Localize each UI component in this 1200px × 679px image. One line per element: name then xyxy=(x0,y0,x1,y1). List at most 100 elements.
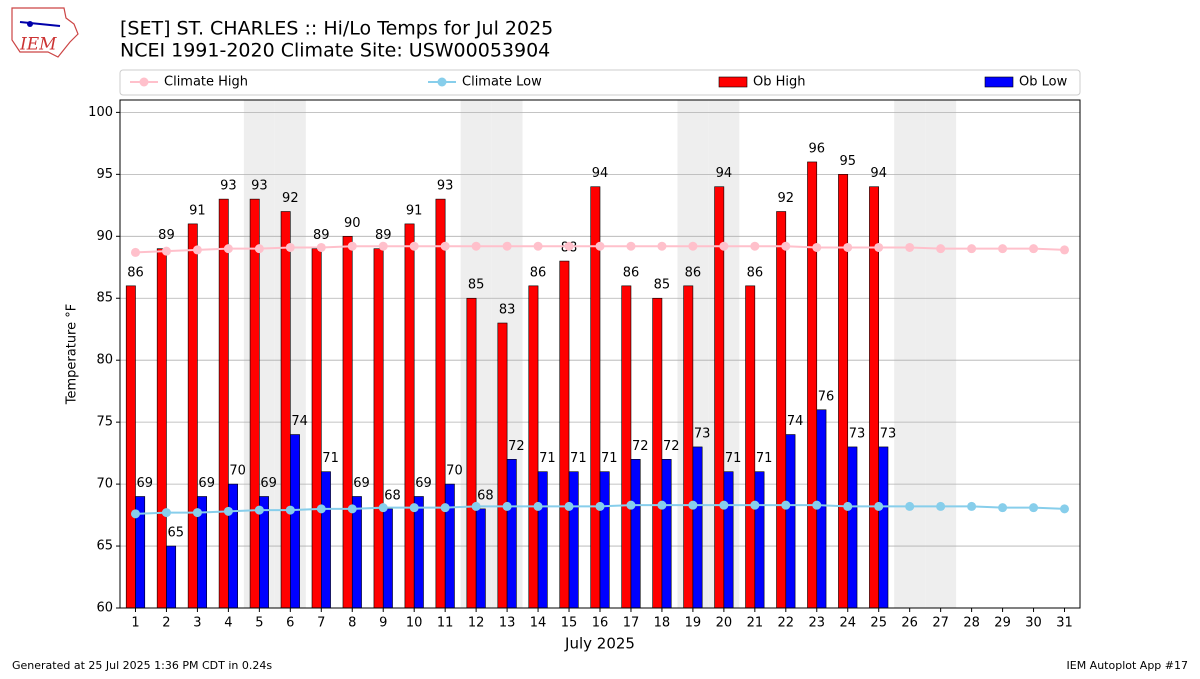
line-marker xyxy=(967,501,977,511)
bar xyxy=(382,508,393,609)
line-marker xyxy=(471,501,481,511)
line-marker xyxy=(440,241,450,251)
x-tick-label: 19 xyxy=(685,616,702,631)
bar xyxy=(404,223,415,609)
bar xyxy=(621,285,632,609)
bar xyxy=(683,285,694,609)
line-marker xyxy=(378,503,388,513)
line-marker xyxy=(998,244,1008,254)
x-tick-label: 12 xyxy=(468,616,485,631)
data-label: 93 xyxy=(220,179,237,194)
data-label: 92 xyxy=(778,191,795,206)
x-tick-label: 7 xyxy=(317,616,325,631)
x-tick-label: 1 xyxy=(131,616,139,631)
y-tick-label: 85 xyxy=(96,291,113,306)
data-label: 74 xyxy=(291,414,308,429)
bar xyxy=(187,223,198,609)
bar xyxy=(559,260,570,609)
x-tick-label: 22 xyxy=(778,616,795,631)
bar xyxy=(630,459,641,609)
line-marker xyxy=(812,500,822,510)
line-marker xyxy=(347,241,357,251)
bar xyxy=(290,434,300,609)
line-marker xyxy=(998,503,1008,513)
data-label: 65 xyxy=(167,526,184,541)
data-label: 96 xyxy=(809,141,826,156)
line-marker xyxy=(843,501,853,511)
data-label: 86 xyxy=(127,265,144,280)
bar xyxy=(373,248,384,609)
bar xyxy=(599,471,610,609)
bar xyxy=(311,248,322,609)
logo-text: IEM xyxy=(19,35,57,55)
data-label: 95 xyxy=(839,154,856,169)
data-label: 83 xyxy=(499,303,516,318)
line-marker xyxy=(409,503,419,513)
line-marker xyxy=(595,241,605,251)
data-label: 68 xyxy=(384,488,401,503)
line-marker xyxy=(781,500,791,510)
data-label: 68 xyxy=(477,488,494,503)
line-marker xyxy=(254,244,264,254)
data-label: 94 xyxy=(870,166,887,181)
bar xyxy=(506,459,517,609)
y-tick-label: 100 xyxy=(88,105,113,120)
data-label: 93 xyxy=(251,179,268,194)
legend-swatch xyxy=(718,76,748,88)
data-label: 69 xyxy=(137,476,154,491)
data-label: 73 xyxy=(880,426,897,441)
data-label: 71 xyxy=(756,451,773,466)
line-marker xyxy=(719,500,729,510)
bar xyxy=(435,198,446,609)
weekend-shade xyxy=(894,100,926,608)
x-tick-label: 9 xyxy=(379,616,387,631)
footer-left: Generated at 25 Jul 2025 1:36 PM CDT in … xyxy=(12,659,272,672)
bar xyxy=(466,297,477,609)
bar xyxy=(249,198,260,609)
logo: IEM xyxy=(11,7,79,58)
legend-marker xyxy=(139,77,149,87)
bar xyxy=(537,471,548,609)
bar xyxy=(745,285,756,609)
data-label: 70 xyxy=(446,464,463,479)
bar xyxy=(692,446,703,609)
bar xyxy=(723,471,734,609)
x-tick-label: 10 xyxy=(406,616,423,631)
line-marker xyxy=(905,242,915,252)
x-tick-label: 20 xyxy=(716,616,733,631)
line-marker xyxy=(533,241,543,251)
line-marker xyxy=(688,500,698,510)
weekend-shade xyxy=(925,100,957,608)
line-marker xyxy=(936,244,946,254)
data-label: 92 xyxy=(282,191,299,206)
line-marker xyxy=(285,242,295,252)
legend-box xyxy=(119,69,1081,96)
line-marker xyxy=(874,242,884,252)
data-label: 89 xyxy=(375,228,392,243)
x-tick-label: 6 xyxy=(286,616,294,631)
bar xyxy=(661,459,672,609)
line-marker xyxy=(130,247,140,257)
x-tick-label: 11 xyxy=(437,616,454,631)
line-marker xyxy=(719,241,729,251)
x-tick-label: 8 xyxy=(348,616,356,631)
bar xyxy=(807,161,818,609)
x-tick-label: 30 xyxy=(1025,616,1042,631)
y-tick-label: 95 xyxy=(96,167,113,182)
data-label: 85 xyxy=(654,278,671,293)
y-tick-label: 60 xyxy=(96,601,113,616)
data-label: 93 xyxy=(437,179,454,194)
bar xyxy=(847,446,858,609)
x-tick-label: 4 xyxy=(224,616,232,631)
line-marker xyxy=(781,241,791,251)
bar xyxy=(218,198,229,609)
line-marker xyxy=(254,505,264,515)
bar xyxy=(228,483,238,609)
line-marker xyxy=(347,504,357,514)
line-marker xyxy=(130,509,140,519)
x-tick-label: 18 xyxy=(654,616,671,631)
bar xyxy=(776,211,787,609)
line-marker xyxy=(657,241,667,251)
x-tick-label: 15 xyxy=(561,616,578,631)
line-marker xyxy=(378,241,388,251)
